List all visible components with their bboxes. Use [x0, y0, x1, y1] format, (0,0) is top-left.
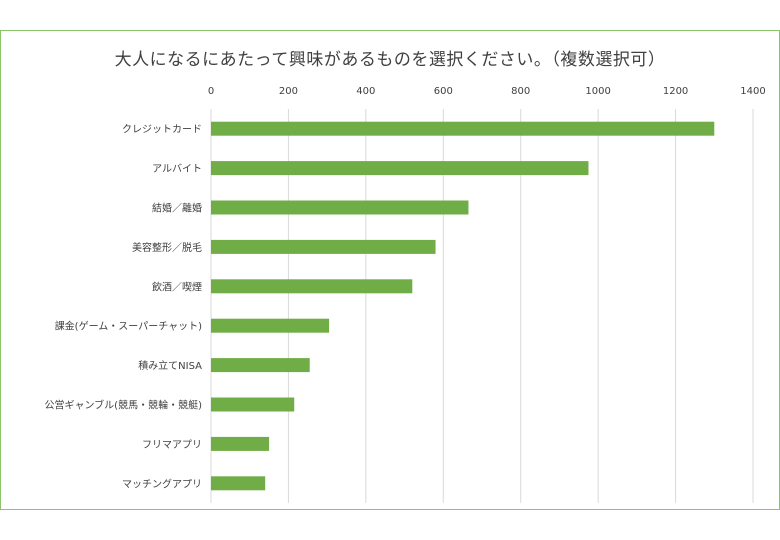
bar [211, 436, 270, 451]
x-tick-label: 0 [208, 86, 214, 97]
bar [211, 239, 436, 254]
category-label: 課金(ゲーム・スーパーチャット) [55, 320, 202, 333]
category-label: 結婚／離婚 [152, 202, 202, 215]
x-tick-label: 1400 [740, 86, 765, 97]
category-label: アルバイト [152, 163, 202, 175]
bar-chart: 0 200 400 600 800 1000 1200 1400 クレジットカードアルバイト結婚… [44, 86, 766, 503]
bar [211, 161, 589, 176]
bar [211, 358, 310, 373]
category-label: クレジットカード [122, 124, 202, 136]
bar [211, 279, 413, 294]
category-label: 美容整形／脱毛 [132, 241, 202, 254]
x-tick-label: 1200 [663, 86, 688, 97]
bar [211, 397, 295, 412]
bar [211, 121, 715, 136]
x-tick-label: 600 [434, 86, 453, 97]
category-label: 公営ギャンブル(競馬・競輪・競艇) [44, 399, 202, 412]
chart-frame: 大人になるにあたって興味があるものを選択ください。（複数選択可） 0 200 400… [0, 30, 780, 510]
category-label: 積み立てNISA [138, 359, 202, 372]
x-tick-label: 400 [356, 86, 375, 97]
category-label: フリマアプリ [142, 439, 202, 451]
category-label: マッチングアプリ [122, 477, 202, 490]
bar [211, 200, 469, 215]
chart-title: 大人になるにあたって興味があるものを選択ください。（複数選択可） [114, 50, 666, 70]
x-tick-label: 1000 [585, 86, 610, 97]
bar [211, 318, 330, 333]
x-tick-label: 200 [279, 86, 298, 97]
x-tick-label: 800 [511, 86, 530, 97]
bar [211, 476, 266, 491]
category-label: 飲酒／喫煙 [152, 280, 202, 293]
